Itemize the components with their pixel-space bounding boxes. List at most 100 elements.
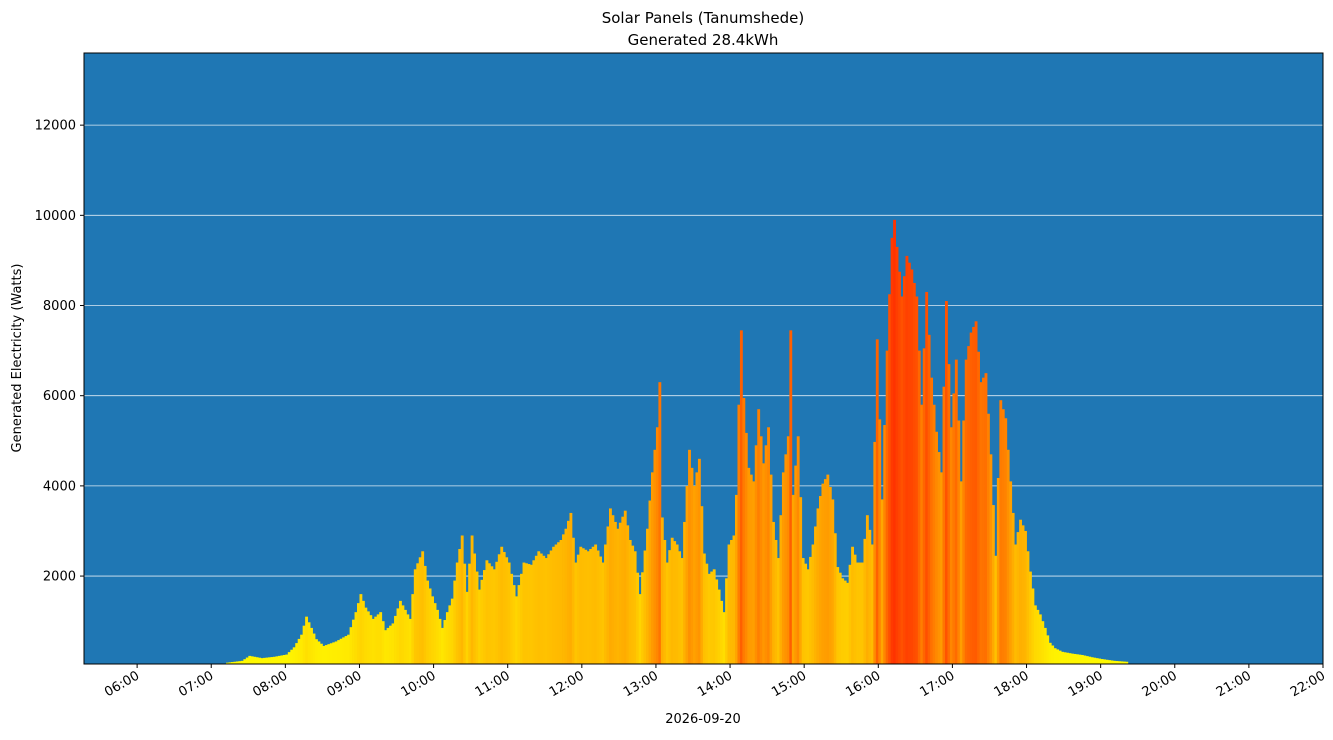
bar [1036,609,1040,664]
bar [557,542,560,664]
bar [396,608,400,664]
bar [1001,409,1005,664]
bar [238,661,242,664]
bar [991,505,995,664]
bar [927,334,931,664]
bar [1014,544,1018,664]
x-tick-label: 13:00 [621,668,661,700]
bar [1071,653,1074,664]
x-tick-label: 18:00 [992,668,1032,700]
bar [389,625,392,664]
bar [739,330,743,664]
bar [621,516,625,664]
bar [571,537,575,664]
bar [1009,481,1013,664]
bar [1063,652,1067,664]
bar [1122,661,1126,664]
bar [917,350,921,664]
bar [638,594,642,664]
bar [349,627,353,664]
bar [295,643,299,664]
bar [628,539,632,664]
bar [599,556,602,664]
bar [235,661,239,664]
bar [937,452,941,664]
bar [653,449,657,664]
bar [300,634,304,664]
bar [1110,660,1114,664]
bar [784,454,788,664]
x-tick-label: 14:00 [695,668,735,700]
bar [394,615,397,664]
bar [339,638,343,664]
bar-series [226,219,1129,665]
bar [1068,653,1072,664]
bar [443,620,447,664]
bar [312,633,316,664]
bar [1006,449,1010,664]
bar [631,545,635,664]
bar [319,643,323,664]
bar [655,427,659,664]
bar [287,652,291,664]
bar [735,494,738,664]
bar [1125,661,1129,664]
bar [801,558,805,664]
bar [979,382,983,664]
bar [705,563,709,664]
bar [1073,653,1077,664]
bar [841,578,845,664]
bar [1019,519,1022,664]
bar [567,520,570,664]
bar [292,647,296,664]
bar [391,623,395,664]
bar [858,562,862,664]
bar [310,627,313,664]
bar [324,645,328,664]
bar [485,560,489,664]
bar [1093,657,1097,664]
bar [1078,654,1082,664]
bar [327,644,331,664]
bar [352,619,355,664]
x-tick-label: 07:00 [176,668,216,700]
bar [297,638,301,664]
bar [490,566,494,664]
bar [717,589,721,664]
bar [720,600,724,664]
bar [611,515,615,664]
bar [779,515,783,664]
bar [777,558,780,664]
bar [441,627,444,664]
bar [868,529,872,664]
chart-subtitle: Generated 28.4kWh [628,31,779,49]
x-tick-label: 17:00 [917,668,957,700]
bar [987,413,990,664]
bar [680,558,684,664]
bar [712,569,716,664]
bar [633,551,637,664]
bar [1038,614,1042,664]
bar [618,522,622,664]
bar [959,481,963,664]
bar [552,546,556,664]
bar [722,612,726,664]
bar [954,359,958,664]
bar [1024,530,1027,664]
bar [463,563,467,664]
x-tick-label: 11:00 [473,668,513,700]
bar [742,397,746,664]
bar [678,551,682,664]
bar [483,570,486,664]
bar [507,562,511,664]
bar [534,555,538,664]
x-tick-label: 19:00 [1066,668,1106,700]
bar [601,562,605,664]
bar [522,562,526,664]
bar [361,600,365,664]
bar [1048,642,1052,664]
bar [1095,658,1099,664]
bar [831,499,835,664]
bar [767,427,770,664]
bar [848,564,852,664]
